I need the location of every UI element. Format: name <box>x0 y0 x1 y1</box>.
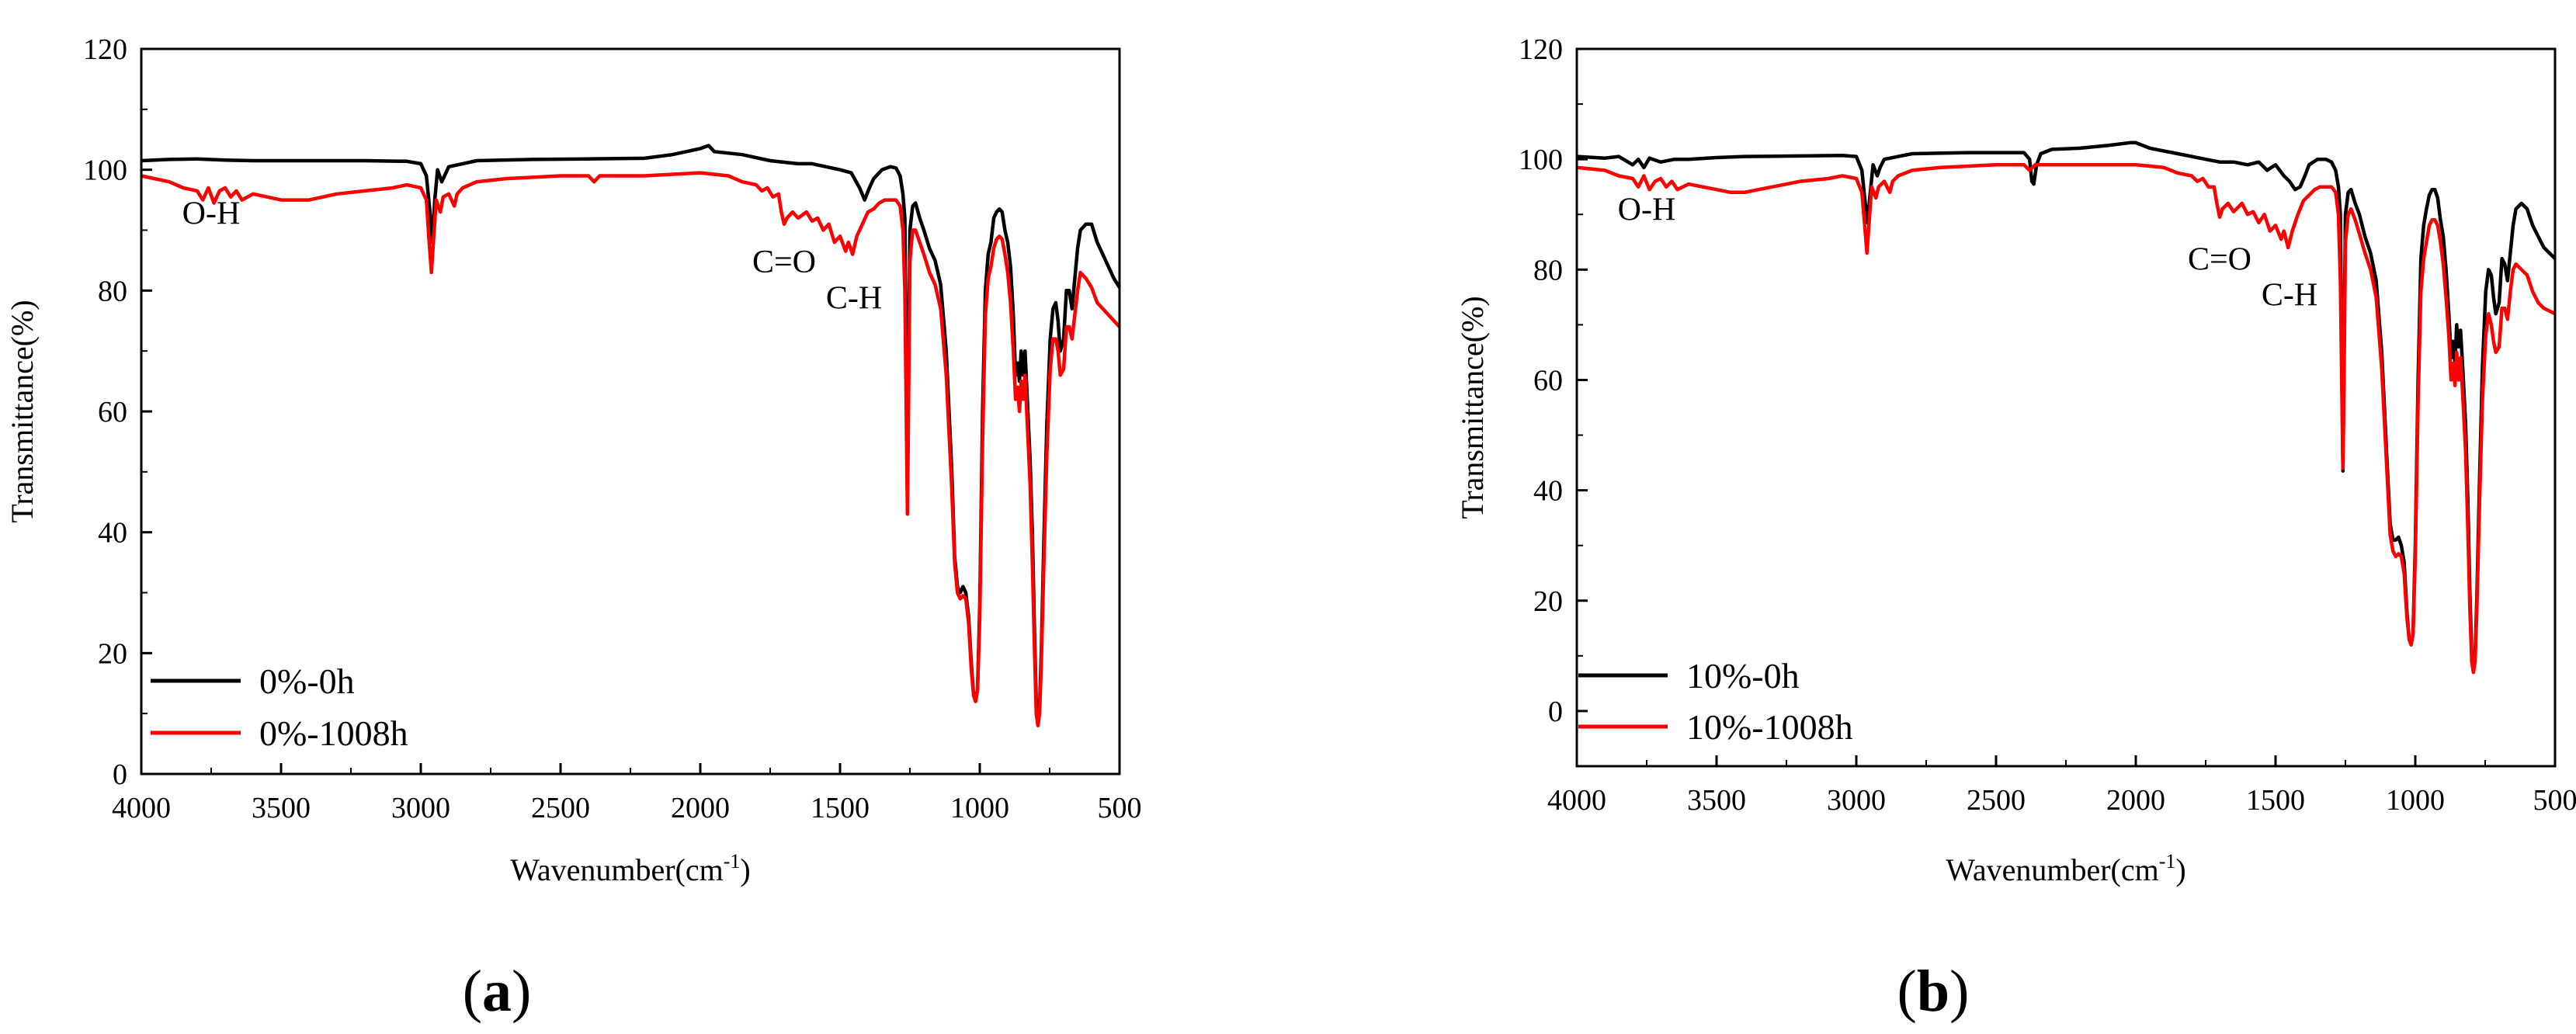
x-tick-label: 4000 <box>1547 784 1606 817</box>
x-axis-title-superscript: -1 <box>724 850 741 873</box>
x-tick-label: 1000 <box>950 792 1009 824</box>
x-axis-title: Wavenumber(cm-1) <box>1946 850 2185 887</box>
y-tick-label: 80 <box>1533 254 1563 286</box>
x-tick-label: 2500 <box>1967 784 2026 817</box>
y-tick-label: 40 <box>1533 475 1563 508</box>
x-axis-title: Wavenumber(cm-1) <box>510 850 750 887</box>
x-tick-label: 3500 <box>1687 784 1746 817</box>
x-axis-title-superscript: -1 <box>2159 850 2176 873</box>
chart-panel-b: 4000 3500 3000 2500 2000 1500 1000 500 0 20 40 60 8… <box>1455 33 2576 1024</box>
peak-annotation: C-H <box>2262 278 2317 314</box>
series-line-1 <box>141 171 1121 727</box>
y-tick-label: 20 <box>98 637 127 670</box>
legend-label-1: 10%-1008h <box>1686 707 1853 747</box>
x-axis-title-main: Wavenumber(cm <box>1946 852 2158 887</box>
x-axis-title-close: ) <box>2175 852 2185 887</box>
peak-annotation: C=O <box>752 245 816 280</box>
peak-annotation: C-H <box>826 281 882 317</box>
series-line-0 <box>1576 141 2557 669</box>
y-tick-label: 0 <box>1548 696 1563 728</box>
series-line-0 <box>141 144 1121 722</box>
panel-label: (b) <box>1897 959 1970 1024</box>
y-tick-label: 120 <box>83 33 127 66</box>
y-tick-label: 60 <box>1533 364 1563 397</box>
x-tick-label: 2500 <box>531 792 590 824</box>
legend-label-0: 0%-0h <box>259 661 355 701</box>
panel-label-letter: a <box>482 959 512 1024</box>
x-tick-label: 1500 <box>811 792 870 824</box>
legend: 0%-0h 0%-1008h <box>151 661 408 753</box>
x-tick-label: 3000 <box>1827 784 1886 817</box>
x-tick-label: 500 <box>2533 784 2576 817</box>
y-tick-label: 100 <box>1519 144 1563 176</box>
legend-label-0: 10%-0h <box>1686 656 1800 696</box>
peak-annotation: O-H <box>182 196 241 232</box>
legend-label-1: 0%-1008h <box>259 713 408 753</box>
x-tick-label: 3000 <box>391 792 450 824</box>
x-tick-label: 2000 <box>2106 784 2165 817</box>
x-tick-label: 2000 <box>671 792 730 824</box>
y-tick-label: 0 <box>113 758 127 791</box>
y-tick-label: 120 <box>1519 33 1563 66</box>
x-tick-label: 4000 <box>112 792 171 824</box>
y-tick-label: 80 <box>98 275 127 307</box>
x-axis-title-close: ) <box>740 852 750 887</box>
legend: 10%-0h 10%-1008h <box>1578 656 1853 747</box>
peak-annotation: C=O <box>2188 241 2251 277</box>
x-axis-title-main: Wavenumber(cm <box>510 852 723 887</box>
x-tick-label: 500 <box>1098 792 1142 824</box>
y-tick-label: 40 <box>98 517 127 550</box>
series-line-1 <box>1576 163 2557 675</box>
y-axis-title: Transmittance(%) <box>5 300 40 522</box>
panel-label-letter: b <box>1917 959 1949 1024</box>
y-tick-label: 60 <box>98 396 127 429</box>
x-tick-label: 1500 <box>2246 784 2305 817</box>
x-tick-label: 1000 <box>2386 784 2445 817</box>
y-axis-title: Transmittance(%) <box>1455 296 1490 519</box>
peak-annotation: O-H <box>1618 192 1676 227</box>
y-tick-label: 100 <box>83 154 127 187</box>
x-tick-label: 3500 <box>252 792 311 824</box>
y-tick-label: 20 <box>1533 585 1563 618</box>
panel-label: (a) <box>463 959 532 1024</box>
chart-panel-a: 4000 3500 3000 2500 2000 1500 1000 500 0 20 40 60 8… <box>5 33 1142 1024</box>
